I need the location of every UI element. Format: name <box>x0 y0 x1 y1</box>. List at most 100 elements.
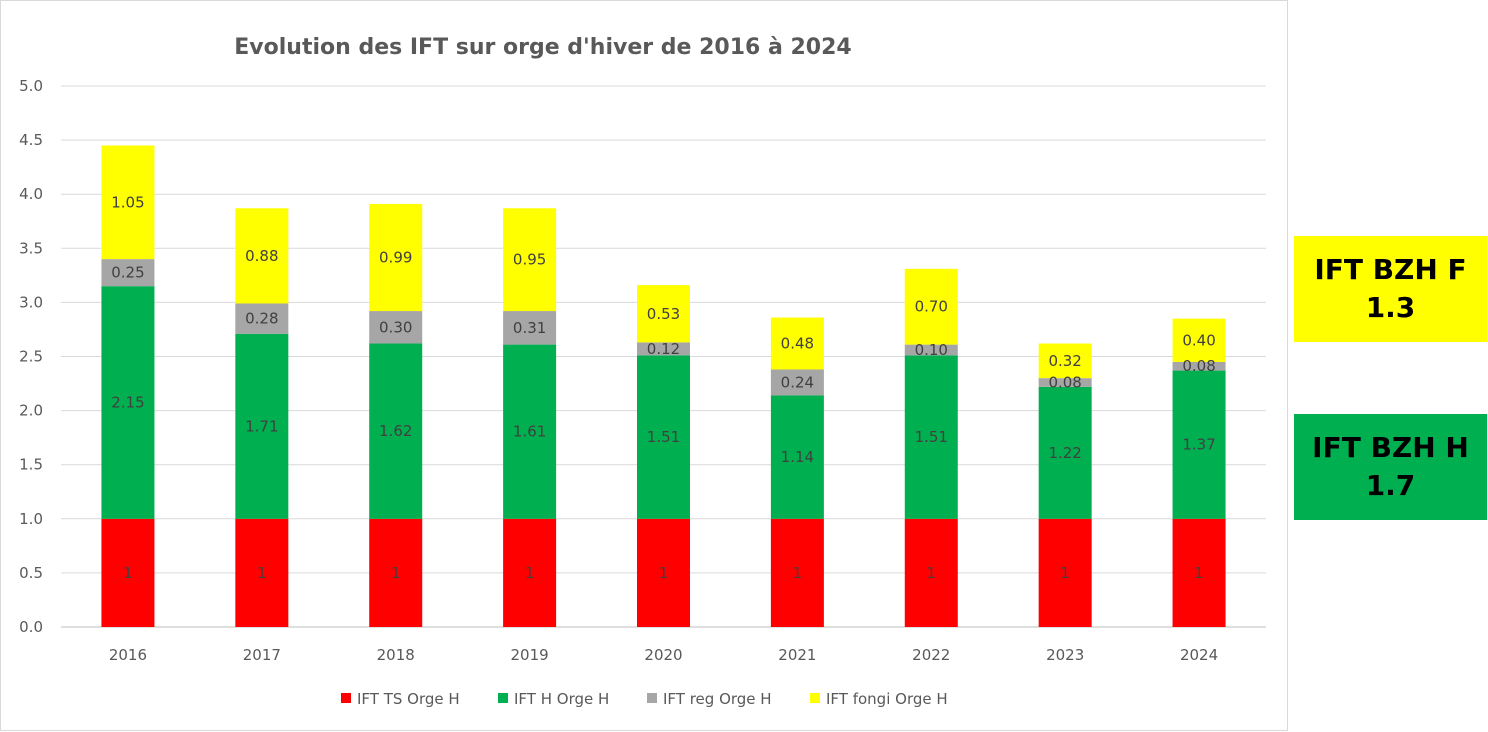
ift-bzh-h-box: IFT BZH H 1.7 <box>1294 414 1487 520</box>
bar-segment <box>1172 518 1226 627</box>
data-label: 1 <box>123 564 133 582</box>
data-label: 1 <box>1060 564 1070 582</box>
bar-segment <box>904 268 958 345</box>
legend-label: IFT H Orge H <box>514 690 609 708</box>
data-label: 1.37 <box>1182 436 1215 454</box>
bar-segment <box>503 344 557 519</box>
data-label: 1.61 <box>513 423 546 441</box>
data-label: 0.10 <box>915 341 948 359</box>
data-label: 0.88 <box>245 247 278 265</box>
bar-segment <box>503 208 557 312</box>
bar-segment <box>101 518 155 627</box>
legend-label: IFT TS Orge H <box>357 690 460 708</box>
y-tick-label: 5.0 <box>19 77 43 95</box>
data-label: 1.22 <box>1048 444 1081 462</box>
x-tick-label: 2024 <box>1180 646 1218 664</box>
bar-segment <box>770 518 824 627</box>
data-label: 1 <box>525 564 535 582</box>
data-label: 1.14 <box>781 448 814 466</box>
data-label: 0.24 <box>781 373 814 391</box>
data-label: 1 <box>659 564 669 582</box>
data-label: 1 <box>1194 564 1204 582</box>
legend-label: IFT fongi Orge H <box>826 690 948 708</box>
data-label: 0.30 <box>379 318 412 336</box>
bar-segment <box>904 355 958 519</box>
data-label: 0.95 <box>513 251 546 269</box>
bar-segment <box>369 518 423 627</box>
y-tick-label: 2.0 <box>19 402 43 420</box>
y-tick-label: 1.0 <box>19 510 43 528</box>
bars <box>101 145 1226 627</box>
data-label: 0.32 <box>1048 352 1081 370</box>
bar-segment <box>637 285 690 343</box>
data-label: 1.71 <box>245 417 278 435</box>
bar-segment <box>235 333 289 519</box>
x-tick-label: 2021 <box>778 646 816 664</box>
bar-segment <box>637 518 690 627</box>
y-tick-label: 0.0 <box>19 618 43 636</box>
bar-segment <box>369 203 423 312</box>
chart: Evolution des IFT sur orge d'hiver de 20… <box>19 35 1266 708</box>
x-tick-label: 2019 <box>511 646 549 664</box>
bar-segment <box>1038 518 1092 627</box>
data-label: 0.08 <box>1048 373 1081 391</box>
y-axis-ticks: 0.0 0.5 1.0 1.5 2.0 2.5 3.0 3.5 4.0 4.5 5.0 <box>19 77 43 636</box>
bar-segment <box>235 518 289 627</box>
bar-segment <box>904 344 958 356</box>
bar-segment <box>235 208 289 304</box>
bar-segment <box>369 343 423 519</box>
data-label: 0.53 <box>647 305 680 323</box>
data-label: 1.51 <box>647 428 680 446</box>
bar-segment <box>503 311 557 345</box>
data-label: 0.25 <box>111 264 144 282</box>
ift-bzh-h-label: IFT BZH H <box>1312 431 1469 465</box>
data-label: 0.31 <box>513 319 546 337</box>
x-axis-ticks: 2016 2017 2018 2019 2020 2021 2022 2023 2024 <box>109 646 1218 664</box>
data-label: 0.28 <box>245 310 278 328</box>
bar-segment <box>503 518 557 627</box>
data-label: 1 <box>793 564 803 582</box>
bar-segment <box>904 518 958 627</box>
legend: IFT TS Orge H IFT H Orge H IFT reg Orge H I… <box>341 690 948 708</box>
legend-swatch <box>810 693 820 703</box>
x-tick-label: 2020 <box>644 646 682 664</box>
data-labels: 1 2.15 0.25 1.05 1 1.71 0.28 0.88 1 1.62 0.30 0.99 1… <box>111 193 1216 582</box>
y-tick-label: 1.5 <box>19 456 43 474</box>
bar-segment <box>101 259 155 287</box>
y-tick-label: 0.5 <box>19 564 43 582</box>
y-tick-label: 2.5 <box>19 348 43 366</box>
data-label: 0.99 <box>379 248 412 266</box>
y-tick-label: 3.0 <box>19 293 43 311</box>
bar-segment <box>637 342 690 356</box>
data-label: 0.08 <box>1182 357 1215 375</box>
bar-segment <box>101 145 155 260</box>
data-label: 1.51 <box>915 428 948 446</box>
bar-segment <box>235 303 289 334</box>
legend-swatch <box>647 693 657 703</box>
y-tick-label: 4.5 <box>19 131 43 149</box>
x-tick-label: 2016 <box>109 646 147 664</box>
legend-swatch <box>341 693 351 703</box>
bar-segment <box>1172 361 1226 371</box>
y-tick-label: 3.5 <box>19 239 43 257</box>
chart-frame: Evolution des IFT sur orge d'hiver de 20… <box>0 0 1288 731</box>
bar-segment <box>1172 318 1226 362</box>
y-tick-label: 4.0 <box>19 185 43 203</box>
bar-segment <box>1038 386 1092 519</box>
x-tick-label: 2022 <box>912 646 950 664</box>
bar-segment <box>770 317 824 370</box>
x-tick-label: 2017 <box>243 646 281 664</box>
data-label: 0.12 <box>647 340 680 358</box>
bar-segment <box>101 286 155 519</box>
data-label: 0.70 <box>915 298 948 316</box>
x-tick-label: 2023 <box>1046 646 1084 664</box>
data-label: 0.40 <box>1182 331 1215 349</box>
bar-segment <box>637 355 690 519</box>
data-label: 1 <box>391 564 401 582</box>
bar-segment <box>770 369 824 396</box>
bar-segment <box>1038 343 1092 379</box>
bar-segment <box>369 311 423 344</box>
legend-swatch <box>498 693 508 703</box>
x-tick-label: 2018 <box>377 646 415 664</box>
bar-segment <box>770 395 824 519</box>
